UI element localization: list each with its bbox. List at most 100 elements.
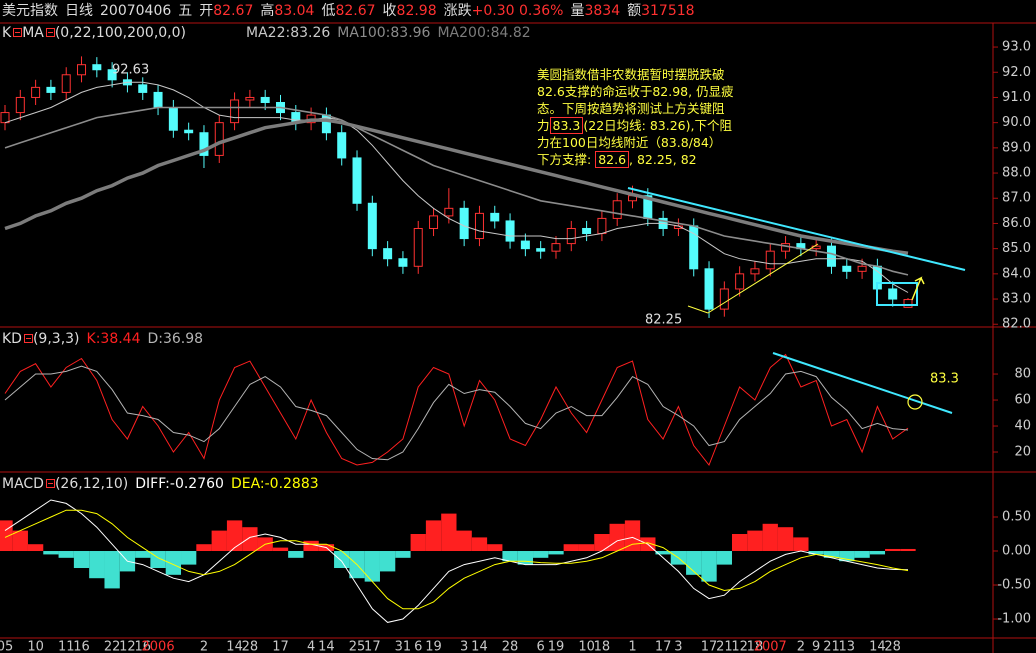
macd-bar [303, 540, 319, 552]
macd-bar [777, 527, 794, 552]
quote-value: 82.67 [213, 3, 254, 19]
panel-legend: K MA (0,22,100,200,0,0) MA22:83.26 MA100:83.… [2, 24, 538, 42]
annotation: 92.63 [112, 63, 149, 78]
annotation: 82.25 [645, 313, 682, 328]
y-tick-label: 87.0 [1002, 191, 1031, 206]
indicator-name: KD [2, 331, 22, 347]
macd-bar [594, 534, 610, 552]
candle-body [582, 227, 592, 235]
x-tick-label: 3 [460, 640, 468, 653]
legend-entry: MA100:83.96 [337, 25, 431, 41]
macd-bar [655, 551, 671, 555]
macd-bar [58, 551, 74, 558]
candle-body [536, 248, 546, 252]
note-text: 83.3 [549, 117, 584, 134]
x-tick-label: 1 [628, 640, 636, 653]
marks: 82.0 83.0 84.0 85.0 86.0 87.0 88.0 89.0 90.0 91.0… [0, 40, 1031, 653]
candle-body [46, 86, 56, 93]
x-tick-label: 31 [395, 640, 412, 653]
y-tick-label: 92.0 [1002, 65, 1031, 80]
x-tick-label: 14 [318, 640, 335, 653]
macd-bar [181, 551, 197, 565]
candle-body [260, 96, 270, 103]
quote-value: 317518 [641, 3, 695, 19]
x-tick-label: 19 [425, 640, 442, 653]
annotation: 83.3 [930, 372, 959, 387]
candle-body [520, 240, 530, 250]
candle-body [168, 107, 178, 131]
candle-body [15, 96, 25, 114]
candle-body [367, 202, 377, 250]
macd-bar [808, 551, 824, 555]
x-tick-label: 05 [0, 640, 13, 653]
macd-bar [441, 513, 457, 552]
candle-body [199, 132, 209, 156]
candle-body [888, 288, 898, 300]
macd-bar [517, 551, 534, 565]
macd-bar [548, 551, 564, 555]
x-tick-label: 2006 [142, 640, 175, 653]
note-line: 力 83.3 (22日均线: 83.26),下个阻 [537, 117, 734, 134]
note-line: 82.6支撑的命运收于82.98, 仍显疲 [537, 83, 734, 100]
candle-body [704, 268, 714, 310]
note-text: 美圆指数借非农数据暂时摆脱跌破 [537, 67, 725, 82]
x-tick-label: 25 [349, 640, 366, 653]
trend-line [772, 352, 953, 414]
y-tick-label: 84.0 [1002, 266, 1031, 281]
macd-bar [196, 544, 212, 552]
macd-bar [502, 551, 518, 562]
commentary: 美圆指数借非农数据暂时摆脱跌破 82.6支撑的命运收于82.98, 仍显疲 态。下周… [537, 66, 734, 168]
macd-bar [701, 551, 717, 582]
candle-body [612, 200, 622, 219]
x-tick-label: 17 [701, 640, 718, 653]
x-tick-label: 14 [226, 640, 243, 653]
quote-label: 高 [260, 3, 275, 19]
series-line [4, 118, 909, 255]
macd-bar [885, 548, 901, 552]
y-tick-label: -1.00 [997, 612, 1031, 627]
series-line [4, 106, 909, 276]
series-line [4, 81, 909, 293]
candle-body [551, 243, 561, 252]
note-text: (22日均线: 83.26),下个阻 [583, 118, 732, 133]
x-tick-label: 6 [414, 640, 422, 653]
series-line [4, 353, 909, 466]
panel-legend: MACD (26,12,10) DIFF:-0.2760 DEA:-0.2883 [2, 475, 326, 493]
y-tick-label: 93.0 [1002, 40, 1031, 55]
macd-bar [43, 551, 59, 555]
candle-body [31, 86, 41, 98]
x-tick-label: 2 [200, 640, 208, 653]
quote-label: 开 [199, 3, 214, 19]
x-tick-label: 16 [73, 640, 90, 653]
candle-body [413, 227, 423, 267]
candle-body [903, 299, 913, 308]
x-tick-label: 17 [272, 640, 289, 653]
quote-label: 涨跌 [443, 3, 472, 19]
x-tick-label: 14 [471, 640, 488, 653]
indicator-name: MACD [2, 476, 44, 492]
candle-body [107, 69, 117, 81]
macd-bar [869, 551, 886, 555]
candle-body [214, 122, 224, 156]
candle-body [153, 91, 163, 109]
indicator-name: MA [22, 25, 44, 41]
candle-body [781, 243, 791, 252]
macd-bar [425, 520, 442, 552]
note-text: 力在100日均线附近（83.8/84） [537, 135, 722, 150]
collapse-icon [13, 27, 23, 37]
note-line: 美圆指数借非农数据暂时摆脱跌破 [537, 66, 734, 83]
macd-bar [731, 534, 748, 552]
quote-value: +0.30 0.36% [471, 3, 564, 19]
macd-bar [839, 551, 855, 562]
y-tick-label: 85.0 [1002, 241, 1031, 256]
macd-bar [242, 527, 258, 552]
x-tick-label: 17 [655, 640, 672, 653]
note-text: 下方支撑: [537, 152, 596, 167]
collapse-icon [45, 478, 55, 488]
macd-bar [762, 523, 778, 552]
x-tick-label: 16 [134, 640, 151, 653]
x-tick-label: 14 [869, 640, 886, 653]
range-box [876, 282, 918, 306]
candle-body [857, 265, 867, 272]
